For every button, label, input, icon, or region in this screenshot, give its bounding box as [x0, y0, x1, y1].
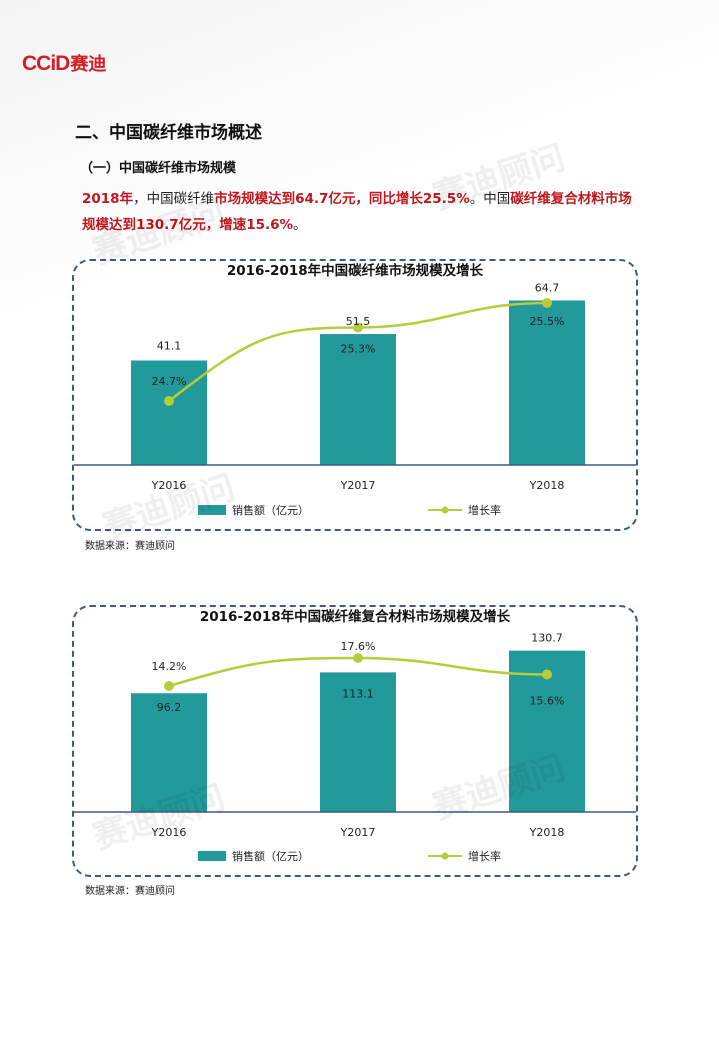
x-tick-label: Y2016 [151, 479, 187, 492]
growth-point-Y2017 [353, 322, 363, 333]
para-text-3: 。 [293, 217, 307, 233]
logo-text-cn: 赛迪 [70, 54, 107, 75]
chart-1: Y2016 Y2017 Y2018 41.1 51.5 64.7 24.7% 25.3% 25.… [74, 281, 636, 517]
bar-value-label: 41.1 [157, 339, 182, 352]
logo: CCiD 赛迪 [22, 50, 106, 76]
summary-paragraph: 2018年，中国碳纤维市场规模达到64.7亿元，同比增长25.5%。中国碳纤维复… [82, 186, 642, 238]
chart-2: Y2016 Y2017 Y2018 96.2 113.1 130.7 14.2% 17.6% 1… [74, 632, 636, 863]
para-text-1: ，中国碳纤维 [133, 191, 215, 207]
para-highlight-2: 碳纤维复合材料市场规模达到130.7亿元，增速15.6% [82, 191, 632, 233]
bar-value-label: 113.1 [342, 687, 374, 700]
growth-value-label: 25.5% [530, 315, 565, 328]
x-tick-label: Y2017 [340, 826, 376, 839]
bar-Y2016 [131, 693, 207, 812]
bar-value-label: 51.5 [346, 315, 371, 328]
bar-value-label: 64.7 [535, 281, 560, 294]
growth-point-Y2018 [542, 298, 552, 308]
chart-1-source: 数据来源：赛迪顾问 [85, 541, 175, 552]
legend-bar-label: 销售额（亿元） [232, 849, 309, 863]
legend-bar-swatch [198, 851, 226, 861]
para-highlight-1: 市场规模达到64.7亿元，同比增长25.5% [214, 191, 470, 207]
legend-bar-label: 销售额（亿元） [232, 503, 309, 517]
bar-Y2017 [320, 672, 396, 812]
bar-value-label: 96.2 [157, 701, 182, 714]
x-tick-label: Y2017 [340, 479, 376, 492]
growth-value-label: 14.2% [152, 660, 187, 673]
chart-2-source: 数据来源：赛迪顾问 [85, 886, 175, 897]
chart-2-title: 2016-2018年中国碳纤维复合材料市场规模及增长 [74, 605, 636, 625]
growth-value-label: 17.6% [341, 640, 376, 653]
growth-point-Y2018 [542, 669, 552, 680]
bar-Y2018 [509, 300, 585, 465]
legend-line-marker [441, 852, 449, 860]
growth-point-Y2016 [164, 396, 174, 406]
growth-value-label: 25.3% [341, 343, 376, 356]
x-tick-label: Y2018 [529, 479, 565, 492]
legend-line-marker [441, 506, 449, 514]
chart-2-frame: 2016-2018年中国碳纤维复合材料市场规模及增长 [72, 605, 638, 877]
bar-Y2017 [320, 334, 396, 465]
logo-text-en: CCiD [22, 52, 70, 75]
growth-value-label: 15.6% [530, 694, 565, 707]
para-text-2: 。中国 [469, 191, 511, 207]
chart-1-frame: 2016-2018年中国碳纤维市场规模及增长 [72, 259, 638, 531]
growth-point-Y2017 [353, 653, 363, 663]
legend-bar-swatch [198, 505, 226, 515]
section-title: 二、中国碳纤维市场概述 [75, 123, 262, 143]
para-year: 2018年 [82, 191, 134, 207]
x-tick-label: Y2016 [151, 826, 187, 839]
bar-value-label: 130.7 [531, 632, 563, 645]
growth-value-label: 24.7% [152, 375, 187, 388]
legend-line-label: 增长率 [468, 503, 501, 517]
growth-point-Y2016 [164, 681, 174, 691]
subsection-title: （一）中国碳纤维市场规模 [80, 161, 237, 176]
bar-Y2016 [131, 360, 207, 465]
chart-1-title: 2016-2018年中国碳纤维市场规模及增长 [74, 259, 636, 279]
legend-line-label: 增长率 [468, 849, 501, 863]
x-tick-label: Y2018 [529, 826, 565, 839]
